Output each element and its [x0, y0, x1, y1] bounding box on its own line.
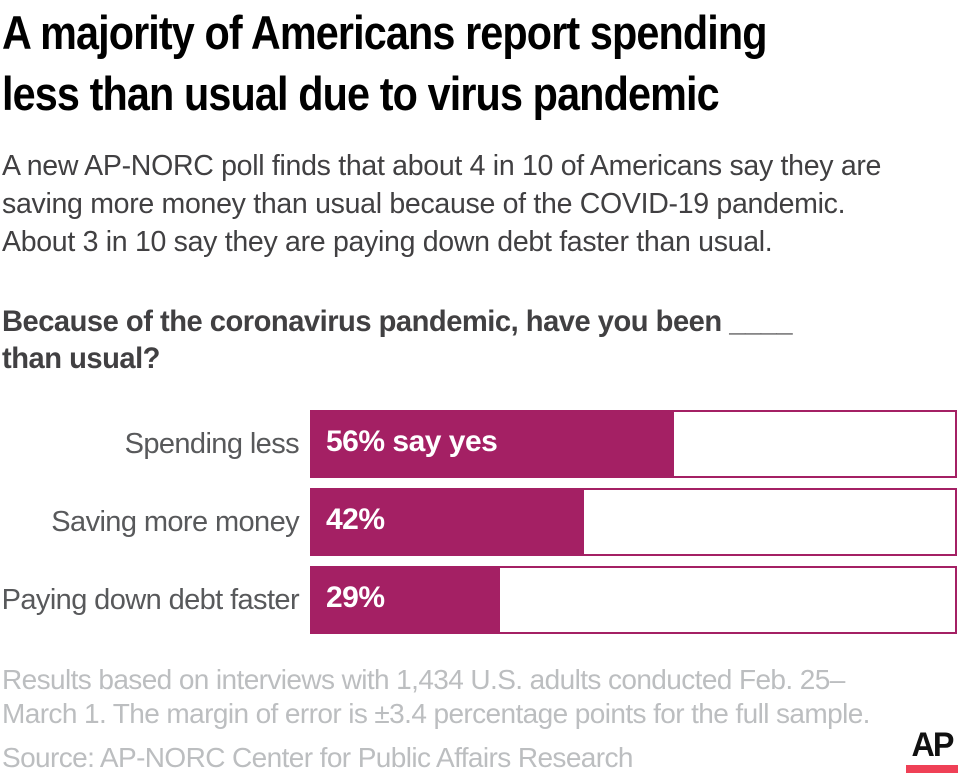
subtitle-text: A new AP-NORC poll finds that about 4 in…: [2, 150, 882, 258]
category-label: Paying down debt faster: [1, 584, 300, 616]
bar-row-saving-more: Saving more money 42%: [0, 488, 966, 556]
methodology-note: Results based on interviews with 1,434 U…: [2, 664, 870, 729]
bar-track: 42%: [310, 488, 957, 556]
bar-track: 56% say yes: [310, 410, 957, 478]
category-label: Saving more money: [51, 506, 299, 538]
survey-question: Because of the coronavirus pandemic, hav…: [2, 305, 793, 375]
bar-track: 29%: [310, 566, 957, 634]
ap-logo-red-bar-icon: [906, 765, 958, 773]
page-title: A majority of Americans report spending …: [2, 6, 768, 120]
ap-logo: AP: [906, 728, 958, 773]
bar-value-label: 29%: [326, 581, 385, 614]
bar-value-label: 42%: [326, 503, 385, 536]
bar-fill: 56% say yes: [310, 410, 675, 478]
bar-value-label: 56% say yes: [326, 425, 498, 458]
bar-fill: 42%: [310, 488, 585, 556]
bar-row-spending-less: Spending less 56% say yes: [0, 410, 966, 478]
category-label: Spending less: [124, 428, 300, 460]
source-credit: Source: AP-NORC Center for Public Affair…: [2, 742, 633, 773]
bar-fill: 29%: [310, 566, 501, 634]
ap-logo-text: AP: [911, 726, 954, 764]
bar-row-paying-debt: Paying down debt faster 29%: [0, 566, 966, 634]
